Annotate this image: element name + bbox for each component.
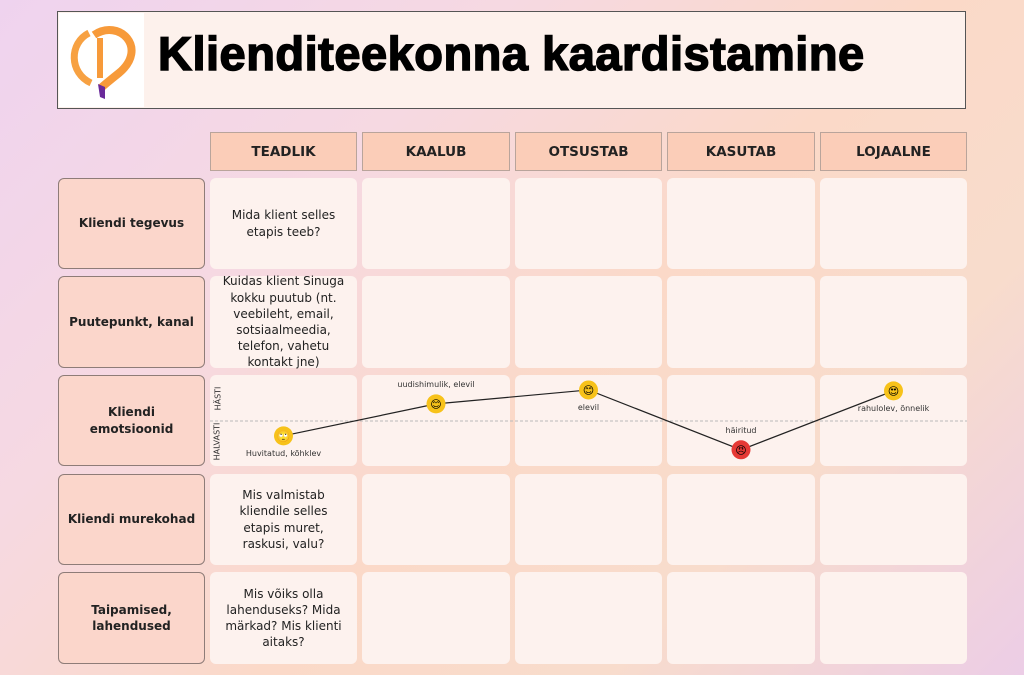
grid-cell[interactable] [515,572,662,664]
row-label: Kliendi murekohad [58,474,205,565]
column-header-otsustab: OTSUSTAB [515,132,662,171]
grid-cell[interactable] [667,572,815,664]
grid-cell[interactable]: Mis võiks olla lahenduseks? Mida märkad?… [210,572,357,664]
grid-cell[interactable] [667,375,815,466]
axis-label-good: HÄSTI [213,386,223,411]
grid-cell[interactable] [362,572,510,664]
emotion-label: häiritud [725,425,757,435]
grid-cell[interactable] [667,474,815,565]
grid-cell[interactable]: Mida klient selles etapis teeb? [210,178,357,269]
row-label: Kliendi emotsioonid [58,375,205,466]
grid-cell[interactable] [362,178,510,269]
column-header-kasutab: KASUTAB [667,132,815,171]
grid-cell[interactable] [667,178,815,269]
emotion-label: uudishimulik, elevil [397,379,475,389]
title-banner: Klienditeekonna kaardistamine [57,11,966,109]
grid-cell[interactable] [667,276,815,368]
grid-cell[interactable] [515,276,662,368]
grid-cell[interactable] [362,474,510,565]
emotion-label: rahulolev, õnnelik [857,403,930,413]
grid-cell[interactable]: Mis valmistab kliendile selles etapis mu… [210,474,357,565]
column-header-teadlik: TEADLIK [210,132,357,171]
logo [59,13,144,107]
emotion-label: Huvitatud, kõhklev [245,448,322,458]
grid-cell[interactable] [820,474,967,565]
column-header-lojaalne: LOJAALNE [820,132,967,171]
grid-cell[interactable] [515,474,662,565]
grid-cell[interactable] [362,276,510,368]
grid-cell[interactable] [820,572,967,664]
grid-cell[interactable] [515,178,662,269]
grid-cell[interactable] [820,178,967,269]
grid-cell[interactable] [515,375,662,466]
emotion-label: elevil [577,402,600,412]
axis-label-bad: HALVASTI [212,422,222,461]
row-label: Puutepunkt, kanal [58,276,205,368]
grid-cell[interactable] [820,276,967,368]
grid-cell[interactable]: Kuidas klient Sinuga kokku puutub (nt. v… [210,274,357,369]
page-title: Klienditeekonna kaardistamine [157,26,865,81]
grid-cell[interactable] [820,375,967,466]
row-label: Kliendi tegevus [58,178,205,269]
row-label: Taipamised, lahendused [58,572,205,664]
column-header-kaalub: KAALUB [362,132,510,171]
logo-icon [70,26,136,99]
